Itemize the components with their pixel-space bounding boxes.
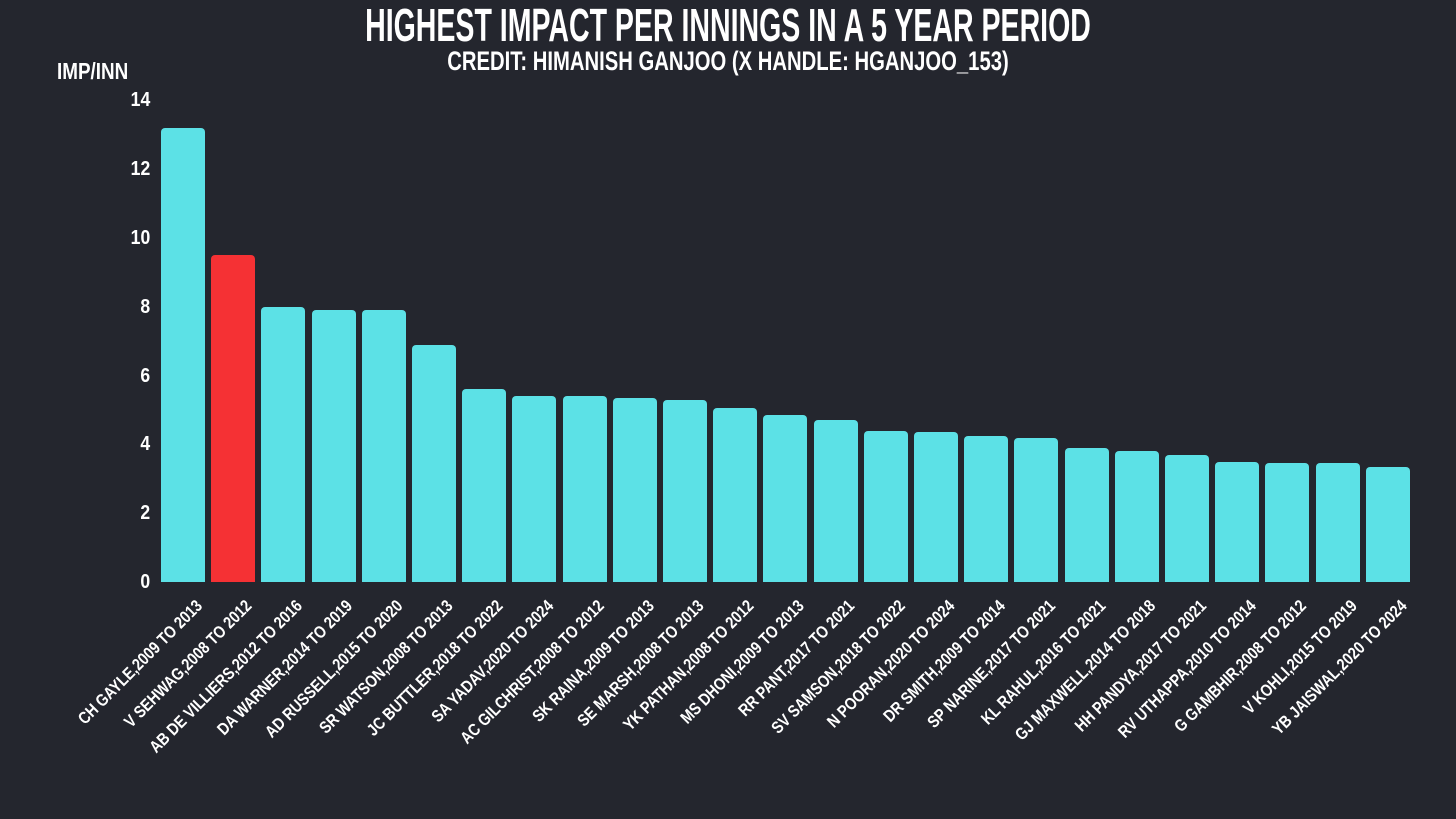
bar — [412, 344, 456, 582]
bar — [813, 420, 858, 582]
bar — [1014, 437, 1059, 582]
bar-highlighted — [211, 255, 256, 582]
bar — [1064, 447, 1109, 582]
bar — [512, 396, 557, 582]
bar — [462, 389, 507, 582]
y-axis-tick-label: 12 — [130, 158, 150, 181]
bar — [663, 399, 707, 582]
bar — [763, 415, 808, 582]
y-axis-tick-label: 14 — [130, 89, 150, 112]
y-axis-title: IMP/INN — [57, 58, 129, 84]
y-axis-tick-label: 6 — [140, 364, 150, 387]
y-axis-tick-label: 8 — [140, 295, 150, 318]
bar — [964, 435, 1009, 582]
bar — [361, 310, 406, 582]
chart-title: HIGHEST IMPACT PER INNINGS IN A 5 YEAR P… — [365, 0, 1091, 51]
y-axis-tick-label: 4 — [140, 433, 150, 456]
bar — [1315, 463, 1360, 582]
y-axis-tick-label: 10 — [130, 227, 150, 249]
bar — [612, 397, 657, 582]
bar — [1165, 454, 1209, 582]
bar — [1265, 463, 1310, 582]
bar — [713, 408, 758, 582]
bar — [161, 127, 205, 582]
bar — [261, 306, 306, 582]
bar — [311, 310, 356, 582]
bar — [1215, 461, 1260, 582]
y-axis-tick-label: 0 — [140, 571, 150, 593]
y-axis-tick-label: 2 — [140, 502, 150, 525]
bar — [863, 430, 908, 582]
bar — [1365, 466, 1410, 582]
chart-subtitle: CREDIT: HIMANISH GANJOO (X HANDLE: HGANJ… — [447, 46, 1009, 76]
bar — [562, 396, 607, 582]
bar — [1114, 451, 1159, 582]
bar — [914, 432, 958, 582]
